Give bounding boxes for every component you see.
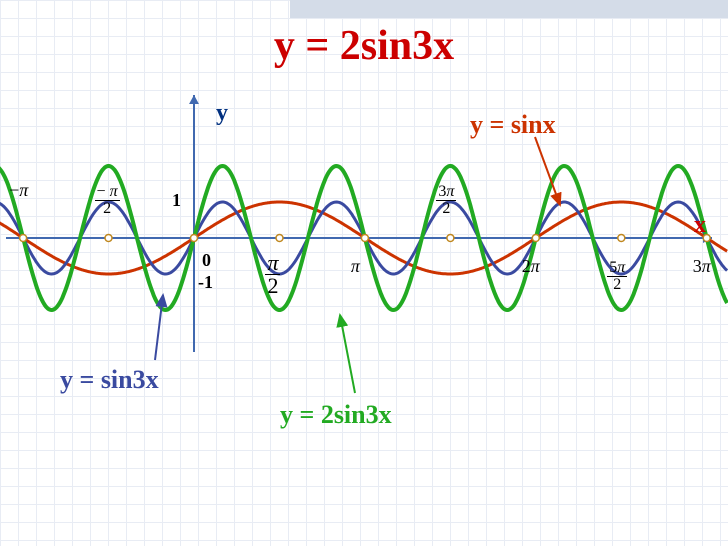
ytick-1: 1 [172, 190, 181, 211]
xtick: −π [9, 180, 28, 201]
axis-dot [20, 235, 27, 242]
axis-dot [191, 235, 198, 242]
label-2sin3x: y = 2sin3x [280, 400, 392, 430]
axis-dot [532, 235, 539, 242]
xtick: π [351, 256, 360, 277]
label-sin3x: y = sin3x [60, 365, 159, 395]
axis-dot [105, 235, 112, 242]
ytick-0: 0 [202, 250, 211, 271]
axis-dot [276, 235, 283, 242]
xtick: 5π2 [607, 256, 627, 293]
axis-dot [447, 235, 454, 242]
label-sinx: y = sinx [470, 110, 556, 140]
label-arrow-2sin3x [340, 315, 355, 393]
xtick: 2π [522, 256, 540, 277]
axis-dot [361, 235, 368, 242]
y-axis-label: y [216, 100, 228, 127]
xtick: 3π [693, 256, 711, 277]
xtick: π2 [265, 252, 280, 297]
x-axis-label: x [694, 212, 706, 239]
axis-dot [618, 235, 625, 242]
ytick-neg1: -1 [198, 272, 213, 293]
xtick: − π2 [95, 180, 120, 217]
xtick: 3π2 [436, 180, 456, 217]
